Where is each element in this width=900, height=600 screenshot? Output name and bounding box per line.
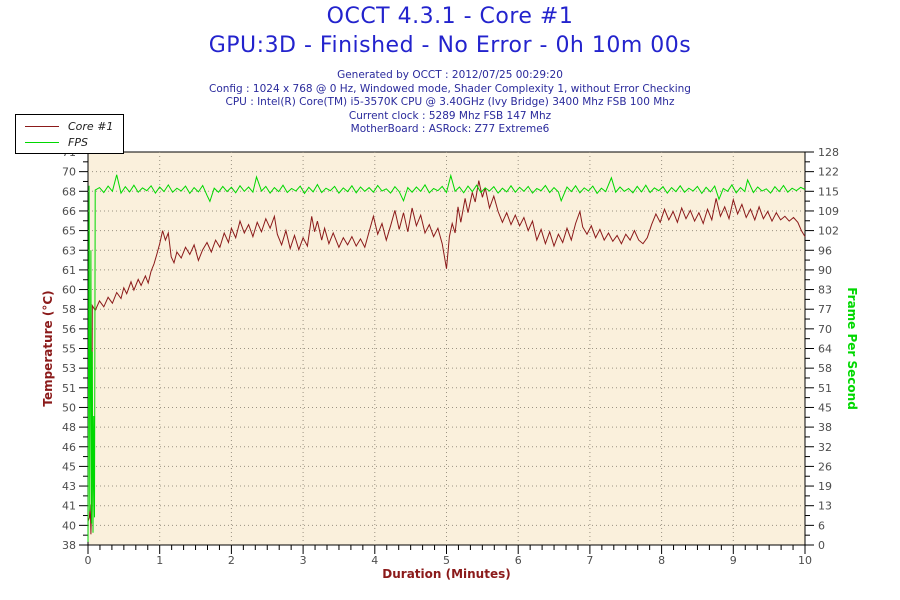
x-axis-tick-label: 3 [300,554,307,567]
x-axis-tick-label: 8 [658,554,665,567]
left-axis-tick-label: 51 [62,382,76,395]
right-axis-tick-label: 115 [818,185,839,198]
right-axis-tick-label: 122 [818,166,839,179]
page-title: OCCT 4.3.1 - Core #1 [326,4,574,29]
x-axis-tick-label: 6 [515,554,522,567]
left-axis-tick-label: 50 [62,401,76,414]
left-axis-tick-label: 43 [62,480,76,493]
left-axis-tick-label: 61 [62,264,76,277]
info-generated: Generated by OCCT : 2012/07/25 00:29:20 [337,69,563,81]
right-axis-tick-label: 70 [818,323,832,336]
fps-line [87,173,806,542]
right-axis-tick-label: 26 [818,460,832,473]
x-axis-tick-label: 10 [798,554,812,567]
left-axis-tick-label: 48 [62,421,76,434]
left-axis-tick-label: 60 [62,284,76,297]
right-axis-tick-label: 64 [818,343,832,356]
right-axis-tick-label: 77 [818,303,832,316]
chart-legend: Core #1 FPS [15,114,125,154]
left-axis-tick-label: 46 [62,441,76,454]
left-axis-tick-label: 55 [62,343,76,356]
fps-line-swatch [25,141,59,143]
right-axis-tick-label: 32 [818,441,832,454]
info-current-clock: Current clock : 5289 Mhz FSB 147 Mhz [348,109,552,122]
left-axis-tick-label: 70 [62,166,76,179]
right-axis-tick-label: 58 [818,362,832,375]
x-axis-tick-label: 0 [85,554,92,567]
right-axis-tick-label: 90 [818,264,832,277]
left-axis-tick-label: 41 [62,500,76,513]
left-axis-tick-label: 53 [62,362,76,375]
right-axis-tick-label: 83 [818,284,832,297]
right-axis-tick-label: 128 [818,146,839,159]
info-motherboard: MotherBoard : ASRock: Z77 Extreme6 [350,123,550,135]
x-axis-tick-label: 2 [228,554,235,567]
x-axis-tick-label: 5 [443,554,450,567]
right-axis-tick-label: 51 [818,382,832,395]
right-axis-tick-label: 102 [818,225,839,238]
right-axis-tick-label: 109 [818,205,839,218]
x-axis-tick-label: 4 [371,554,378,567]
core1-line-swatch [25,125,59,127]
left-axis-tick-label: 65 [62,225,76,238]
left-axis-tick-label: 56 [62,323,76,336]
legend-label-fps: FPS [68,135,88,149]
x-axis-tick-label: 7 [586,554,593,567]
left-axis-tick-label: 58 [62,303,76,316]
x-axis-title: Duration (Minutes) [382,567,510,581]
right-axis-tick-label: 96 [818,244,832,257]
right-axis-tick-label: 0 [818,539,825,552]
left-axis-tick-label: 38 [62,539,76,552]
legend-item-core1: Core #1 [25,118,113,134]
info-config: Config : 1024 x 768 @ 0 Hz, Windowed mod… [209,82,691,95]
right-axis-tick-label: 13 [818,500,832,513]
left-axis-title: Temperature (°C) [41,290,55,406]
right-axis-title: Frame Per Second [845,287,859,410]
legend-label-core1: Core #1 [68,119,114,133]
left-axis-tick-label: 68 [62,185,76,198]
left-axis-tick-label: 45 [62,460,76,473]
x-axis-tick-label: 9 [730,554,737,567]
left-axis-tick-label: 66 [62,205,76,218]
right-axis-tick-label: 19 [818,480,832,493]
temperature-line [87,180,806,535]
left-axis-tick-label: 40 [62,519,76,532]
right-axis-tick-label: 45 [818,401,832,414]
left-axis-tick-label: 63 [62,244,76,257]
info-cpu: CPU : Intel(R) Core(TM) i5-3570K CPU @ 3… [225,96,675,108]
legend-item-fps: FPS [25,134,113,150]
right-axis-tick-label: 6 [818,519,825,532]
system-info-block: Generated by OCCT : 2012/07/25 00:29:20 … [0,69,900,137]
page-subtitle: GPU:3D - Finished - No Error - 0h 10m 00… [208,33,692,58]
right-axis-tick-label: 38 [818,421,832,434]
x-axis-tick-label: 1 [156,554,163,567]
